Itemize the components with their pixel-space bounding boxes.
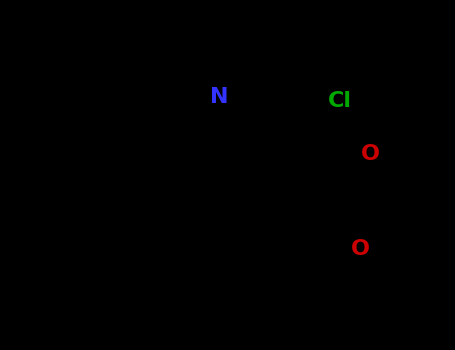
- Text: N: N: [210, 88, 229, 107]
- Text: O: O: [361, 144, 380, 163]
- Text: O: O: [351, 239, 370, 259]
- Text: Cl: Cl: [328, 91, 352, 111]
